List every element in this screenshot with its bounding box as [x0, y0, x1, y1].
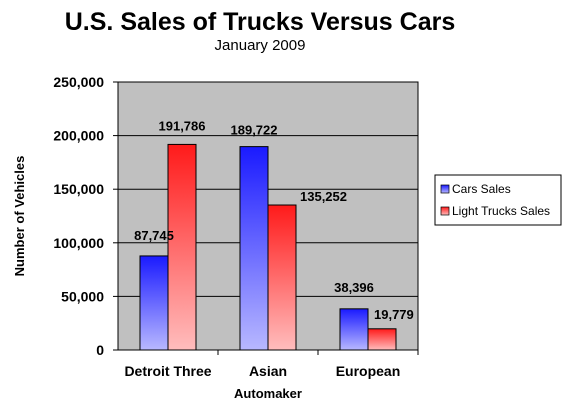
bar-trucks-0	[167, 143, 197, 351]
x-axis-title: Automaker	[234, 386, 302, 401]
data-label-cars-0: 87,745	[134, 228, 174, 243]
data-label-trucks-1: 135,252	[300, 189, 347, 204]
chart-title: U.S. Sales of Trucks Versus Cars	[65, 8, 455, 36]
y-tick-label: 100,000	[53, 235, 104, 251]
y-tick-label: 200,000	[53, 128, 104, 144]
y-tick-label: 0	[96, 342, 104, 358]
bar-trucks-1	[267, 204, 297, 351]
data-label-cars-1: 189,722	[231, 123, 278, 138]
data-label-trucks-2: 19,779	[374, 307, 414, 322]
bar-cars-1	[239, 146, 269, 351]
legend-label-cars: Cars Sales	[452, 182, 511, 196]
data-label-cars-2: 38,396	[334, 280, 374, 295]
legend-swatch-cars	[440, 184, 450, 194]
bar-trucks-2	[367, 328, 397, 351]
y-tick-label: 150,000	[53, 181, 104, 197]
y-axis-title: Number of Vehicles	[12, 156, 27, 277]
x-tick-label: European	[336, 363, 401, 379]
y-tick-label: 250,000	[53, 74, 104, 90]
bar-cars-0	[139, 255, 169, 351]
x-tick-label: Detroit Three	[124, 363, 211, 379]
bar-cars-2	[339, 308, 369, 351]
legend: Cars Sales Light Trucks Sales	[434, 174, 562, 226]
y-tick-label: 50,000	[61, 288, 104, 304]
data-label-trucks-0: 191,786	[159, 118, 206, 133]
legend-label-trucks: Light Trucks Sales	[452, 204, 550, 218]
legend-swatch-trucks	[440, 206, 450, 216]
x-tick-label: Asian	[249, 363, 287, 379]
chart-subtitle: January 2009	[215, 37, 306, 54]
legend-box	[434, 174, 562, 226]
